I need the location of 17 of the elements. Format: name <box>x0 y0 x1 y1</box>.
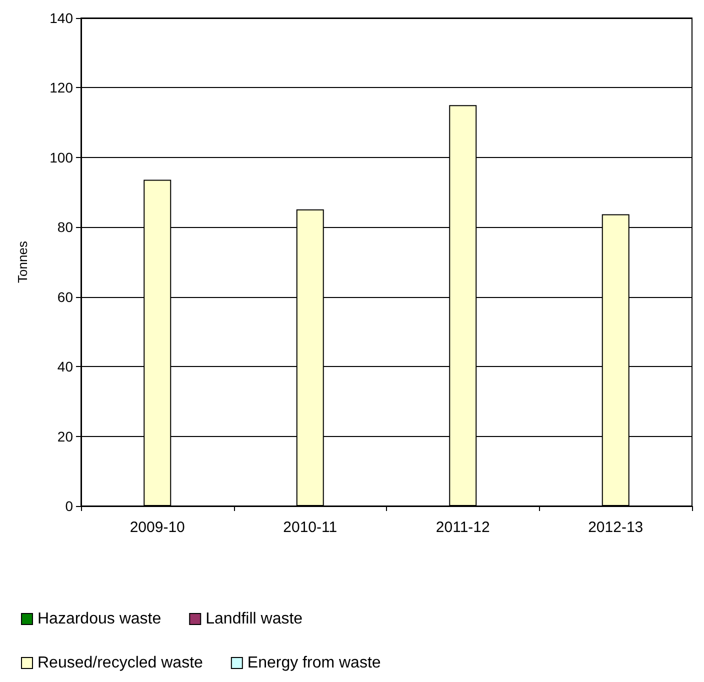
legend-label: Hazardous waste <box>38 610 162 628</box>
y-tick-label: 120 <box>50 80 74 96</box>
y-tick-label: 40 <box>57 358 74 375</box>
y-tick-label: 60 <box>57 288 74 305</box>
y-tick-label: 20 <box>57 428 74 444</box>
x-tick-label: 2009-10 <box>130 519 185 536</box>
x-tick-label: 2011-12 <box>436 519 490 536</box>
y-tick-label: 140 <box>50 10 74 26</box>
x-tick-label: 2010-11 <box>283 519 338 536</box>
x-tick-label: 2012-13 <box>588 519 644 536</box>
y-axis-title: Tonnes <box>15 240 30 283</box>
y-tick-label: 100 <box>50 149 74 166</box>
legend-label: Energy from waste <box>247 654 381 672</box>
legend-label: Reused/recycled waste <box>38 654 204 672</box>
legend-label: Landfill waste <box>206 610 303 628</box>
y-tick-label: 80 <box>57 219 74 236</box>
y-tick-label: 0 <box>65 498 74 514</box>
